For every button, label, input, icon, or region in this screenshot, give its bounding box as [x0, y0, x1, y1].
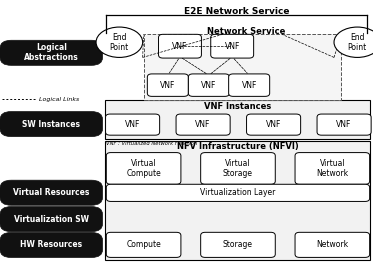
Text: VNF: VNF	[225, 42, 240, 51]
Text: VNF: VNF	[266, 120, 281, 129]
Text: VNF: VNF	[160, 81, 176, 90]
Text: Virtual
Network: Virtual Network	[316, 159, 348, 178]
Text: HW Resources: HW Resources	[20, 241, 82, 249]
Text: SW Instances: SW Instances	[22, 120, 80, 129]
Ellipse shape	[334, 27, 373, 58]
FancyBboxPatch shape	[295, 232, 370, 257]
Text: Logical Links: Logical Links	[39, 97, 79, 101]
Text: Logical
Abstractions: Logical Abstractions	[24, 43, 79, 63]
Text: VNF: VNF	[241, 81, 257, 90]
Text: Compute: Compute	[126, 240, 161, 249]
Text: Virtualization Layer: Virtualization Layer	[200, 188, 276, 197]
Text: Virtualization SW: Virtualization SW	[14, 215, 89, 224]
Text: Virtual Resources: Virtual Resources	[13, 188, 90, 197]
Text: Virtual
Storage: Virtual Storage	[223, 159, 253, 178]
FancyBboxPatch shape	[317, 114, 371, 135]
FancyBboxPatch shape	[147, 74, 188, 96]
Text: VNF : Virtualized Network Function: VNF : Virtualized Network Function	[106, 142, 198, 146]
FancyBboxPatch shape	[0, 206, 103, 232]
FancyBboxPatch shape	[247, 114, 301, 135]
Text: End
Point: End Point	[110, 32, 129, 52]
FancyBboxPatch shape	[211, 34, 254, 58]
Text: Virtual
Compute: Virtual Compute	[126, 159, 161, 178]
FancyBboxPatch shape	[0, 233, 103, 258]
FancyBboxPatch shape	[176, 114, 230, 135]
FancyBboxPatch shape	[106, 184, 370, 201]
Text: VNF: VNF	[336, 120, 352, 129]
FancyBboxPatch shape	[0, 40, 103, 65]
Text: End
Point: End Point	[348, 32, 367, 52]
Text: Network: Network	[316, 240, 348, 249]
Text: Network Service: Network Service	[207, 27, 285, 36]
FancyBboxPatch shape	[0, 111, 103, 137]
Bar	[144, 34, 341, 100]
Bar	[105, 100, 370, 139]
Text: NFV Infrastructure (NFVI): NFV Infrastructure (NFVI)	[177, 142, 298, 151]
FancyBboxPatch shape	[201, 232, 275, 257]
FancyBboxPatch shape	[106, 153, 181, 184]
Text: VNF: VNF	[201, 81, 217, 90]
Text: E2E Network Service: E2E Network Service	[184, 7, 289, 16]
Text: VNF: VNF	[172, 42, 188, 51]
Text: Storage: Storage	[223, 240, 253, 249]
FancyBboxPatch shape	[201, 153, 275, 184]
Ellipse shape	[96, 27, 143, 58]
FancyBboxPatch shape	[106, 232, 181, 257]
FancyBboxPatch shape	[188, 74, 229, 96]
FancyBboxPatch shape	[295, 153, 370, 184]
Bar	[105, 141, 370, 260]
FancyBboxPatch shape	[229, 74, 270, 96]
Text: VNF: VNF	[195, 120, 211, 129]
FancyBboxPatch shape	[0, 180, 103, 205]
Text: VNF: VNF	[125, 120, 140, 129]
FancyBboxPatch shape	[106, 114, 160, 135]
FancyBboxPatch shape	[159, 34, 201, 58]
Text: VNF Instances: VNF Instances	[204, 102, 271, 111]
